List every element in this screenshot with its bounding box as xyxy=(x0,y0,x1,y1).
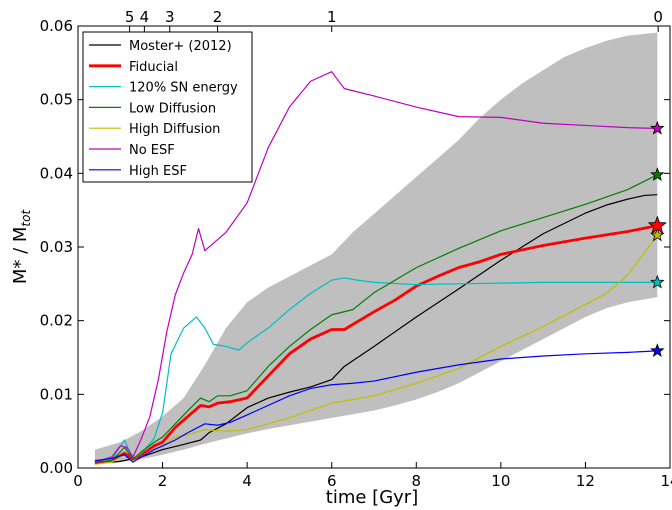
x-tick-label: 12 xyxy=(576,472,595,490)
y-axis-label-sub: tot xyxy=(19,209,33,227)
series-line-no-esf xyxy=(94,71,658,463)
y-tick-label: 0.00 xyxy=(40,459,73,477)
end-star-high-diffusion xyxy=(650,227,665,242)
series-line-moster-2012 xyxy=(94,194,658,465)
x-axis-label: time [Gyr] xyxy=(326,487,418,508)
y-tick-label: 0.05 xyxy=(40,91,73,109)
tick-layer: 024681012140.000.010.020.030.040.050.065… xyxy=(40,8,672,490)
x-tick-label: 10 xyxy=(491,472,510,490)
y-tick-label: 0.01 xyxy=(40,385,73,403)
top-tick-label: 5 xyxy=(125,8,135,26)
y-tick-label: 0.02 xyxy=(40,312,73,330)
series-line-120-sn-energy xyxy=(94,277,658,463)
y-axis-label: M* / Mtot xyxy=(10,209,33,285)
x-tick-label: 8 xyxy=(412,472,422,490)
end-star-low-diffusion xyxy=(650,167,665,181)
series-line-low-diffusion xyxy=(94,174,658,463)
legend: Moster+ (2012) Fiducial 120% SN energy Low … xyxy=(82,31,253,183)
top-tick-label: 3 xyxy=(165,8,175,26)
legend-label: Fiducial xyxy=(129,60,178,75)
legend-label: High ESF xyxy=(129,164,187,179)
legend-items: Moster+ (2012) Fiducial 120% SN energy Low … xyxy=(89,39,238,179)
top-tick-label: 4 xyxy=(140,8,150,26)
y-tick-label: 0.04 xyxy=(40,164,73,182)
x-tick-label: 6 xyxy=(327,472,337,490)
end-star-no-esf xyxy=(650,120,665,135)
x-tick-label: 0 xyxy=(73,472,83,490)
scatter-band xyxy=(94,32,658,465)
top-tick-label: 2 xyxy=(213,8,223,26)
series-layer xyxy=(94,71,658,465)
end-star-120-sn-energy xyxy=(650,274,665,289)
star-layer xyxy=(647,120,667,358)
legend-label: 120% SN energy xyxy=(129,81,238,96)
end-star-high-esf xyxy=(650,343,665,358)
band-layer xyxy=(94,32,658,465)
y-axis-label-main: M* / M xyxy=(10,227,31,285)
y-tick-label: 0.03 xyxy=(40,238,73,256)
series-line-fiducial xyxy=(94,224,658,464)
x-tick-label: 14 xyxy=(660,472,672,490)
series-line-high-esf xyxy=(94,350,658,463)
legend-label: No ESF xyxy=(129,143,175,158)
legend-label: Moster+ (2012) xyxy=(129,39,232,54)
legend-label: Low Diffusion xyxy=(129,101,216,116)
legend-label: High Diffusion xyxy=(129,122,220,137)
x-tick-label: 2 xyxy=(158,472,168,490)
top-tick-label: 0 xyxy=(653,8,663,26)
top-tick-label: 1 xyxy=(327,8,337,26)
x-tick-label: 4 xyxy=(242,472,252,490)
y-tick-label: 0.06 xyxy=(40,17,73,35)
